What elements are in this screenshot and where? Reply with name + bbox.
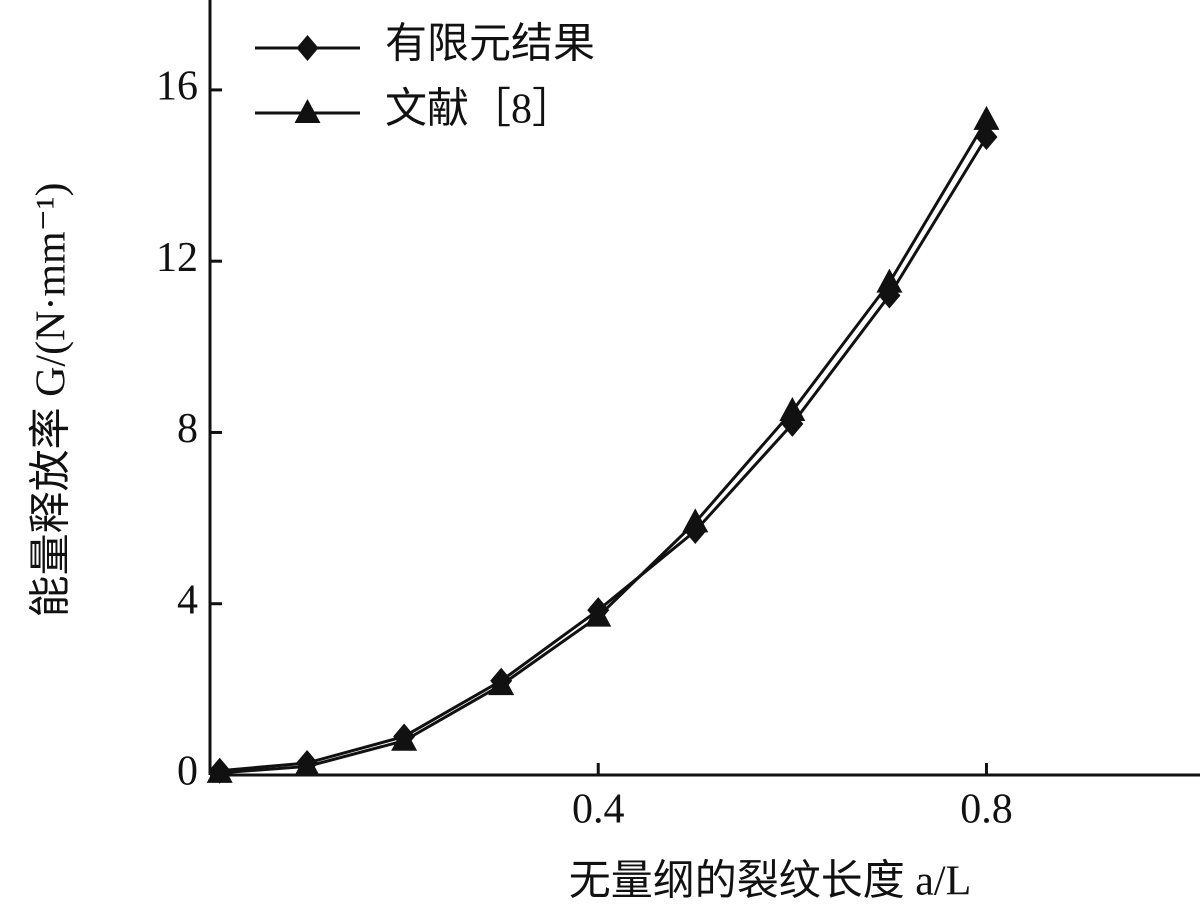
x-axis-label: 无量纲的裂纹长度 a/L <box>569 859 971 905</box>
y-axis-label: 能量释放率 G/(N·mm⁻¹) <box>28 183 75 618</box>
data-point <box>682 508 709 533</box>
y-tick-label: 8 <box>177 406 198 452</box>
data-point <box>206 758 233 783</box>
data-point <box>585 602 612 627</box>
data-point <box>779 397 806 422</box>
series-line <box>219 136 988 773</box>
legend-label: 文献［8］ <box>385 86 574 133</box>
data-point <box>294 752 321 777</box>
y-tick-label: 16 <box>156 64 198 110</box>
data-point <box>876 268 903 293</box>
y-tick-label: 4 <box>177 577 198 623</box>
data-point <box>488 671 515 696</box>
legend-marker <box>294 99 321 123</box>
legend-marker <box>296 35 319 61</box>
y-tick-label: 0 <box>177 749 198 795</box>
x-tick-label: 0.4 <box>572 787 625 833</box>
data-point <box>391 726 418 751</box>
data-point <box>973 105 1000 130</box>
legend-label: 有限元结果 <box>385 22 595 68</box>
series-line <box>219 119 988 775</box>
x-tick-label: 0.8 <box>960 787 1013 833</box>
y-tick-label: 12 <box>156 235 198 281</box>
